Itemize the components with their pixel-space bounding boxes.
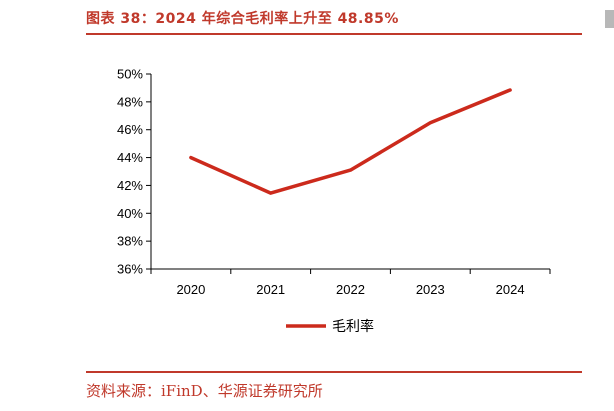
series-layer <box>189 88 512 195</box>
x-tick-label: 2024 <box>496 282 525 297</box>
x-tick-label: 2022 <box>336 282 365 297</box>
y-tick-label: 42% <box>117 178 143 193</box>
y-tick-label: 44% <box>117 150 143 165</box>
y-tick-label: 50% <box>117 67 143 82</box>
y-tick-label: 38% <box>117 234 143 249</box>
chart-title: 图表 38：2024 年综合毛利率上升至 48.85% <box>86 11 399 27</box>
x-axis: 2020 2021 2022 2023 2024 <box>150 268 551 297</box>
y-tick-label: 40% <box>117 206 143 221</box>
y-tick-label: 36% <box>117 262 143 277</box>
adjacent-panel-edge <box>605 10 614 28</box>
legend: 毛利率 <box>286 318 374 334</box>
x-tick-label: 2021 <box>256 282 285 297</box>
y-axis: 36% 38% 40% 42% 44% 46% 48% 50% <box>117 67 152 277</box>
legend-label: 毛利率 <box>332 318 374 334</box>
source-note: 资料来源：iFinD、华源证券研究所 <box>86 382 323 400</box>
series-line-gross-margin <box>189 88 512 195</box>
y-tick-label: 46% <box>117 122 143 137</box>
footer-divider <box>86 371 582 373</box>
x-tick-label: 2023 <box>416 282 445 297</box>
x-tick-label: 2020 <box>176 282 205 297</box>
y-tick-label: 48% <box>117 94 143 109</box>
title-divider <box>86 33 582 35</box>
